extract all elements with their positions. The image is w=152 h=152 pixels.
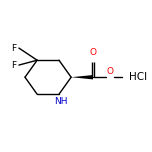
Text: F: F (12, 60, 17, 70)
Text: F: F (12, 44, 17, 53)
Text: HCl: HCl (129, 72, 147, 82)
Polygon shape (71, 75, 93, 79)
Text: O: O (107, 67, 114, 76)
Text: NH: NH (54, 97, 67, 105)
Text: O: O (90, 48, 97, 57)
